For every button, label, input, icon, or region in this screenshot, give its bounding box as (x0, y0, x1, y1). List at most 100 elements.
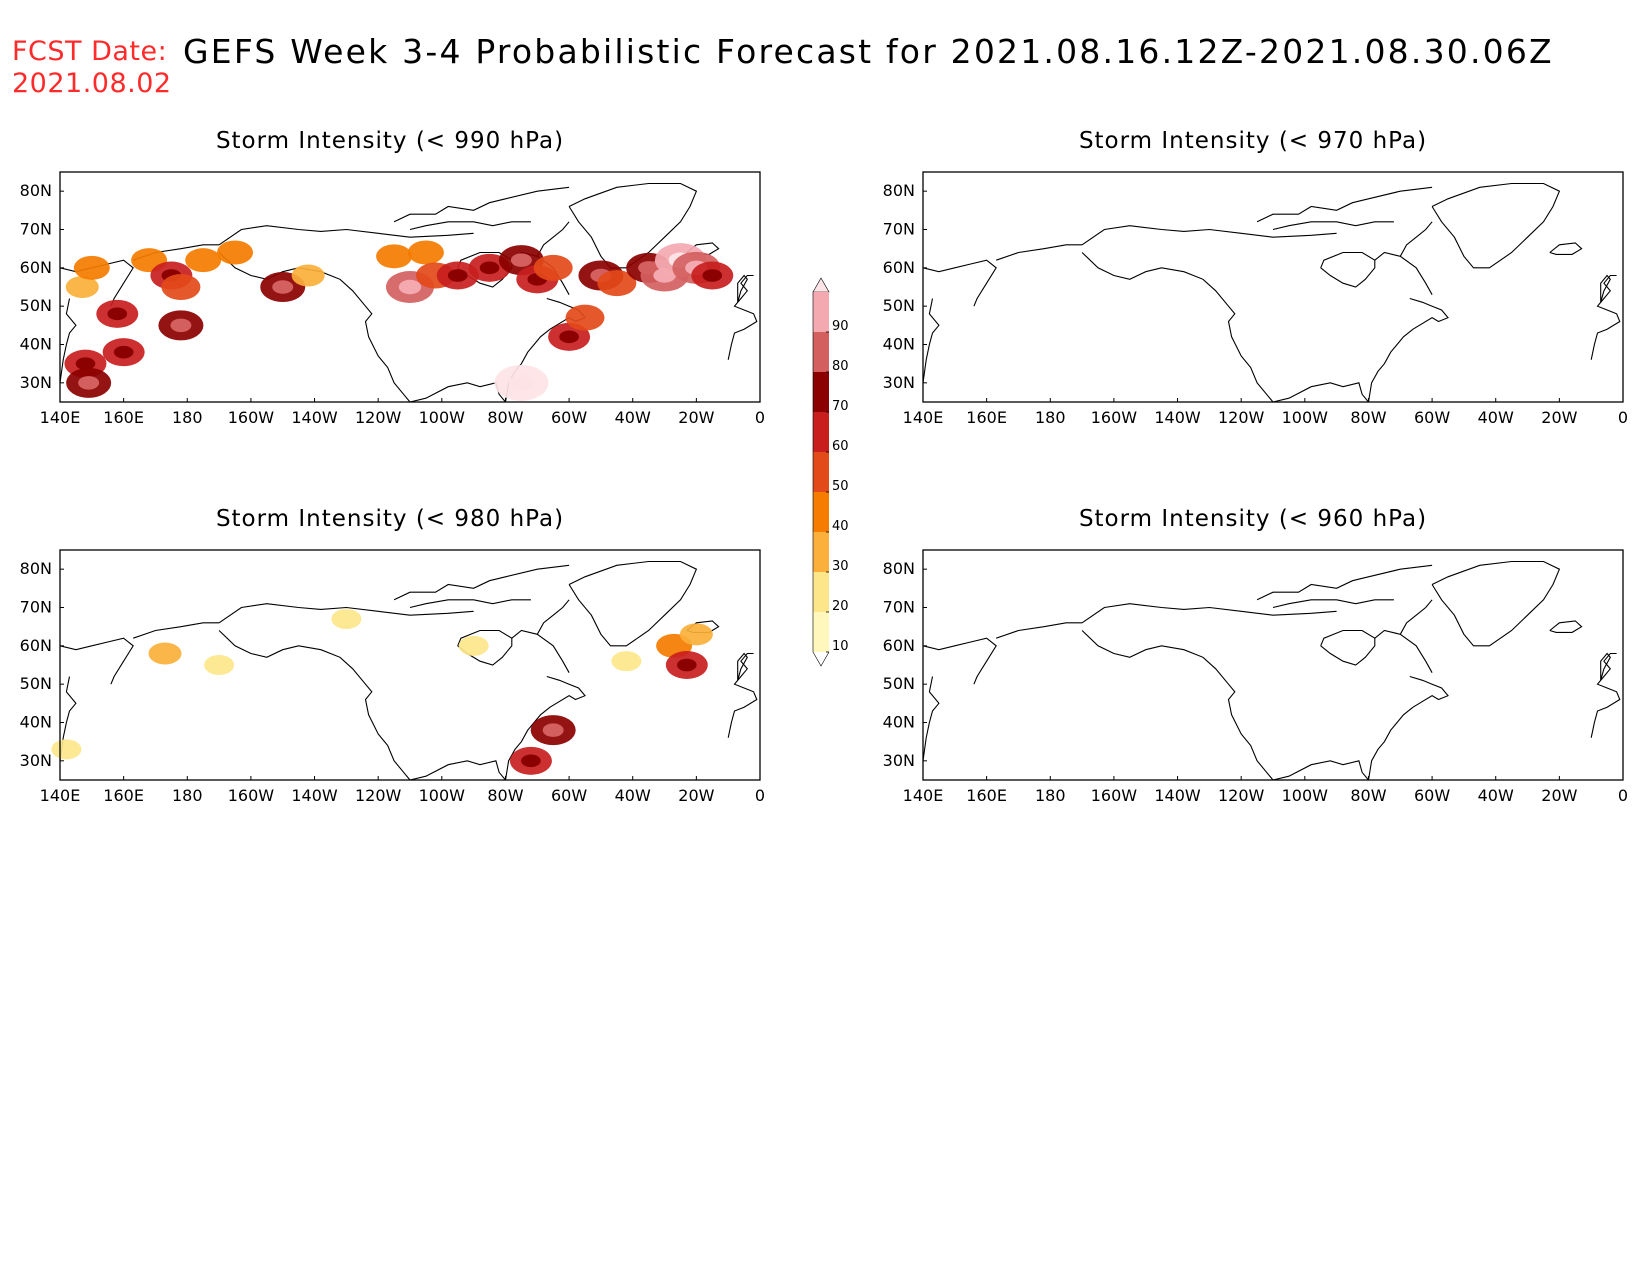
coastline (1367, 297, 1449, 403)
lat-label: 40N (883, 335, 915, 354)
lat-label: 80N (20, 181, 52, 200)
lat-label: 70N (883, 598, 915, 617)
coastline (1600, 274, 1611, 303)
lon-label: 160W (1091, 786, 1138, 805)
coastline (1272, 599, 1394, 609)
coastline (218, 630, 411, 781)
lon-label: 160W (1091, 408, 1138, 427)
lon-label: 140E (40, 408, 81, 427)
coastline (568, 182, 698, 269)
panel-title: Storm Intensity (< 960 hPa) (1078, 506, 1428, 532)
probability-cell (458, 635, 489, 656)
lat-label: 50N (883, 674, 915, 693)
plot-border (59, 171, 761, 403)
coastline (218, 603, 474, 624)
lat-label: 50N (20, 296, 52, 315)
coastline (727, 652, 758, 738)
panel-title: Storm Intensity (< 970 hPa) (1078, 128, 1428, 154)
probability-cell (161, 274, 201, 300)
lon-label: 80W (487, 408, 523, 427)
lon-label: 180 (1035, 786, 1066, 805)
coastline (737, 274, 748, 303)
lon-label: 60W (1414, 408, 1450, 427)
lat-label: 80N (20, 559, 52, 578)
coastline (1590, 652, 1621, 738)
coastline (59, 298, 77, 383)
probability-core (170, 318, 192, 333)
coastline (1600, 652, 1611, 681)
coastline (1272, 221, 1394, 231)
colorbar-label: 10 (832, 639, 849, 654)
lon-label: 120W (1218, 408, 1265, 427)
coastline (1399, 221, 1433, 257)
panel-980: Storm Intensity (< 980 hPa) 140E 160E 180 1… (0, 506, 800, 826)
coastline (922, 298, 940, 383)
coastline (393, 564, 570, 601)
map-frame: 140E 160E 180 160W 140W 120W 100W 80W 60W 40W 20W 0… (20, 171, 765, 427)
lat-label: 60N (20, 258, 52, 277)
coastline (409, 221, 531, 231)
coastline (1374, 251, 1433, 295)
colorbar-label: 80 (832, 359, 849, 374)
lon-label: 20W (678, 408, 714, 427)
lon-label: 0 (755, 786, 765, 805)
lat-label: 30N (20, 751, 52, 770)
map-frame: 140E 160E 180 160W 140W 120W 100W 80W 60W 40W 20W 0… (883, 549, 1628, 805)
probability-cell (597, 270, 637, 297)
probability-core (702, 269, 723, 282)
probability-cell (65, 276, 99, 298)
colorbar-swatch (813, 492, 829, 532)
coastline (568, 560, 698, 647)
lat-label: 50N (883, 296, 915, 315)
coastline (727, 274, 758, 360)
colorbar-label: 40 (832, 519, 849, 534)
lat-label: 50N (20, 674, 52, 693)
lon-label: 0 (1618, 408, 1628, 427)
coastline (1320, 251, 1376, 288)
panel-990: Storm Intensity (< 990 hPa) 140E 160E 180 1… (0, 128, 800, 448)
coastline (1256, 564, 1433, 601)
colorbar-label: 90 (832, 319, 849, 334)
lon-label: 40W (1478, 408, 1514, 427)
coastline (1431, 182, 1561, 269)
coastline (59, 676, 77, 761)
colorbar-swatch (813, 452, 829, 492)
panel-title: Storm Intensity (< 980 hPa) (215, 506, 565, 532)
lon-label: 60W (1414, 786, 1450, 805)
coastline (737, 652, 748, 681)
coastline (536, 221, 570, 257)
lon-label: 140W (1154, 786, 1201, 805)
probability-cell (565, 304, 605, 331)
probability-cell (331, 609, 362, 629)
plot-border (59, 549, 761, 781)
lon-label: 80W (487, 786, 523, 805)
probability-cell (407, 240, 444, 265)
panel-970: Storm Intensity (< 970 hPa) 140E 160E 180 1… (863, 128, 1650, 448)
map-frame: 140E 160E 180 160W 140W 120W 100W 80W 60W 40W 20W 0… (20, 549, 765, 805)
lon-label: 100W (1282, 786, 1329, 805)
colorbar-swatch (813, 372, 829, 412)
coastline (409, 382, 506, 403)
probability-core (521, 754, 541, 768)
coastline (1272, 382, 1369, 403)
lon-label: 20W (1541, 786, 1577, 805)
coastline (504, 675, 586, 781)
colorbar-top-triangle (812, 277, 830, 293)
lon-label: 160E (966, 786, 1007, 805)
coastline (1431, 560, 1561, 647)
coastline (1374, 629, 1433, 673)
lat-label: 70N (883, 220, 915, 239)
lat-label: 80N (883, 181, 915, 200)
probability-cell (533, 254, 573, 281)
coastline (59, 637, 134, 685)
plot-border (922, 549, 1624, 781)
lon-label: 120W (355, 786, 402, 805)
lat-label: 40N (20, 335, 52, 354)
lat-label: 30N (883, 373, 915, 392)
probability-cell (376, 244, 413, 269)
lon-label: 80W (1350, 786, 1386, 805)
map-980: 140E 160E 180 160W 140W 120W 100W 80W 60W 40W 20W 0… (20, 549, 765, 805)
probability-core (107, 307, 128, 321)
colorbar-swatch (813, 412, 829, 452)
coastline (536, 599, 570, 635)
